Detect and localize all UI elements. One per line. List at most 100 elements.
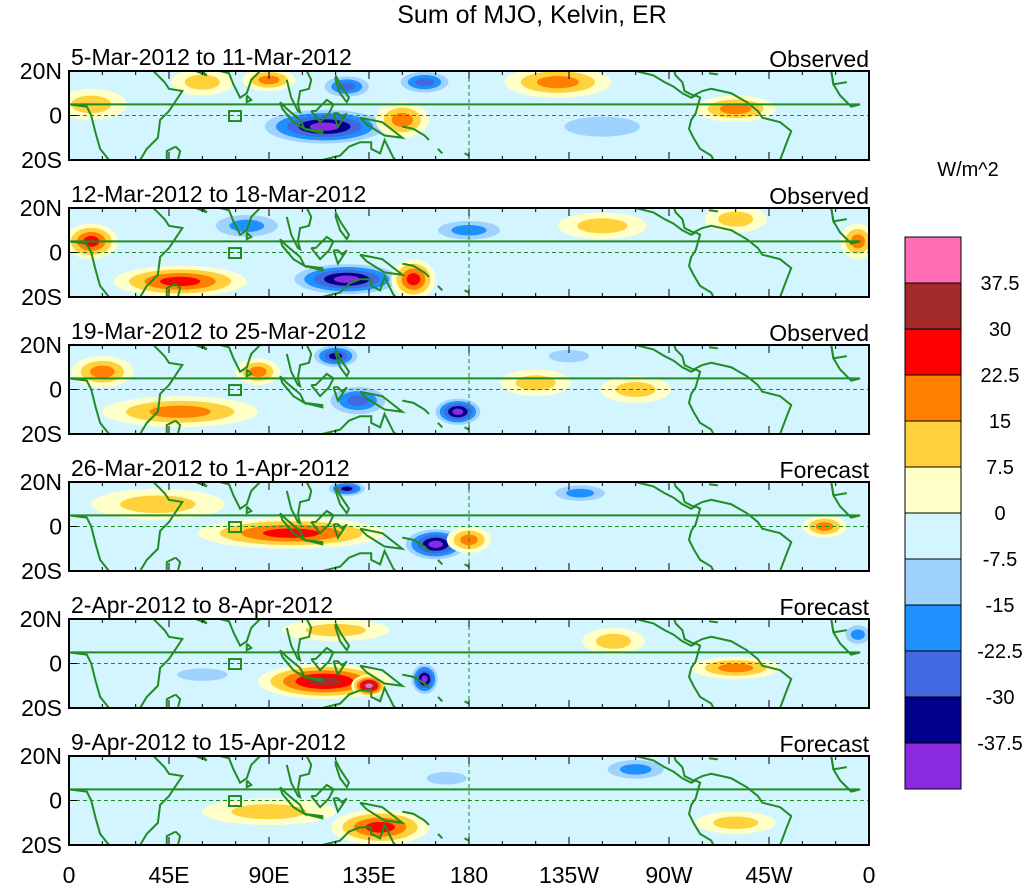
anomaly-contour bbox=[595, 633, 632, 649]
lon-tick-label: 135W bbox=[539, 862, 599, 888]
coastline bbox=[635, 619, 715, 708]
panel-status: Observed bbox=[769, 183, 869, 209]
coastline bbox=[402, 262, 430, 278]
colorbar-swatch bbox=[904, 604, 962, 652]
coastline bbox=[334, 212, 351, 242]
colorbar-swatch bbox=[904, 236, 962, 284]
colorbar-label: -30 bbox=[986, 687, 1015, 709]
coastline bbox=[165, 419, 182, 434]
coastline bbox=[195, 482, 208, 488]
colorbar-label: -37.5 bbox=[977, 733, 1023, 755]
coastline bbox=[219, 345, 261, 374]
coastline bbox=[165, 145, 182, 160]
anomaly-contour bbox=[365, 683, 373, 689]
colorbar-swatch bbox=[904, 512, 962, 560]
lat-tick-label: 20N bbox=[20, 606, 62, 632]
coastline bbox=[334, 623, 351, 653]
lon-tick-label: 90E bbox=[249, 862, 290, 888]
coastline bbox=[245, 642, 253, 652]
lat-tick-label: 0 bbox=[49, 103, 62, 129]
coastline bbox=[69, 377, 110, 434]
coastline bbox=[437, 833, 444, 840]
coastline bbox=[359, 390, 406, 414]
coastline bbox=[322, 137, 397, 160]
coastline bbox=[708, 209, 719, 213]
coastline bbox=[437, 148, 444, 155]
coastline bbox=[69, 482, 861, 519]
map-panel-5: 20N 0 20S 2-Apr-2012 to 8-Apr-2012 Forecast bbox=[20, 592, 870, 721]
coastline bbox=[708, 757, 719, 761]
coastline bbox=[165, 556, 182, 571]
coastline bbox=[139, 756, 185, 845]
lon-tick-label: 180 bbox=[450, 862, 488, 888]
colorbar-label: 15 bbox=[989, 411, 1011, 433]
colorbar-label: 37.5 bbox=[981, 273, 1020, 295]
colorbar-label: -15 bbox=[986, 595, 1015, 617]
lon-tick-label: 0 bbox=[863, 862, 876, 888]
coastline bbox=[673, 482, 793, 571]
coastline bbox=[69, 651, 110, 708]
coastline bbox=[334, 486, 351, 516]
coastline bbox=[464, 289, 470, 294]
coastline bbox=[708, 346, 719, 350]
coastline bbox=[69, 208, 861, 245]
lat-tick-label: 20S bbox=[21, 421, 62, 447]
lat-tick-label: 20S bbox=[21, 558, 62, 584]
coastline bbox=[635, 208, 715, 297]
lon-tick-label: 45E bbox=[149, 862, 190, 888]
coastline bbox=[673, 208, 793, 297]
coastline bbox=[437, 285, 444, 292]
anomaly-contour bbox=[391, 112, 413, 127]
coastline bbox=[464, 700, 470, 705]
anomaly-contour bbox=[347, 395, 369, 407]
anomaly-contour bbox=[177, 668, 228, 681]
lat-tick-label: 0 bbox=[49, 514, 62, 540]
anomaly-field bbox=[69, 71, 869, 160]
panel-date-range: 12-Mar-2012 to 18-Mar-2012 bbox=[71, 181, 366, 207]
coastline bbox=[322, 411, 397, 434]
region-box bbox=[228, 521, 242, 534]
region-box bbox=[228, 247, 242, 260]
panel-status: Forecast bbox=[780, 594, 870, 620]
lat-tick-label: 20N bbox=[20, 332, 62, 358]
coastline bbox=[304, 264, 324, 272]
anomaly-contour bbox=[428, 540, 444, 548]
coastline bbox=[322, 685, 397, 708]
coastline bbox=[219, 619, 261, 648]
coastline bbox=[322, 274, 397, 297]
anomaly-contour bbox=[850, 629, 865, 640]
coastline bbox=[245, 368, 253, 378]
coastline bbox=[464, 152, 470, 157]
lat-tick-label: 0 bbox=[49, 651, 62, 677]
colorbar: W/m^2 37.5 30 22.5 15 7.5 0 -7.5 -15 -22.5 -30 -37… bbox=[904, 159, 1023, 790]
coastline bbox=[245, 779, 253, 789]
coastline bbox=[464, 563, 470, 568]
map-panel-1: 20N 0 20S 5-Mar-2012 to 11-Mar-2012 Observed bbox=[20, 44, 870, 173]
coastline bbox=[708, 620, 719, 624]
coastline bbox=[402, 125, 430, 141]
coastline bbox=[139, 482, 185, 571]
lon-tick-label: 90W bbox=[645, 862, 693, 888]
anomaly-contour bbox=[713, 816, 759, 830]
coastline bbox=[219, 756, 261, 785]
coastline bbox=[304, 538, 324, 546]
lat-tick-label: 20N bbox=[20, 58, 62, 84]
lon-tick-label: 45W bbox=[745, 862, 793, 888]
panel-status: Forecast bbox=[780, 731, 870, 757]
coastline bbox=[635, 345, 715, 434]
coastline bbox=[697, 482, 703, 483]
coastline bbox=[673, 71, 793, 160]
coastline bbox=[464, 426, 470, 431]
map-panel-6: 20N 0 20S 9-Apr-2012 to 15-Apr-2012 Forecast bbox=[20, 729, 870, 858]
anomaly-contour bbox=[619, 764, 652, 775]
coastline bbox=[402, 536, 430, 552]
coastline bbox=[69, 756, 861, 793]
colorbar-swatch bbox=[904, 742, 962, 790]
anomaly-contour bbox=[258, 75, 280, 85]
coastline bbox=[635, 71, 715, 160]
coastline bbox=[697, 756, 703, 757]
lon-tick-label: 135E bbox=[342, 862, 396, 888]
map-panel-3: 20N 0 20S 19-Mar-2012 to 25-Mar-2012 Observe… bbox=[20, 318, 870, 447]
anomaly-contour bbox=[615, 381, 656, 398]
coastline bbox=[697, 208, 703, 209]
